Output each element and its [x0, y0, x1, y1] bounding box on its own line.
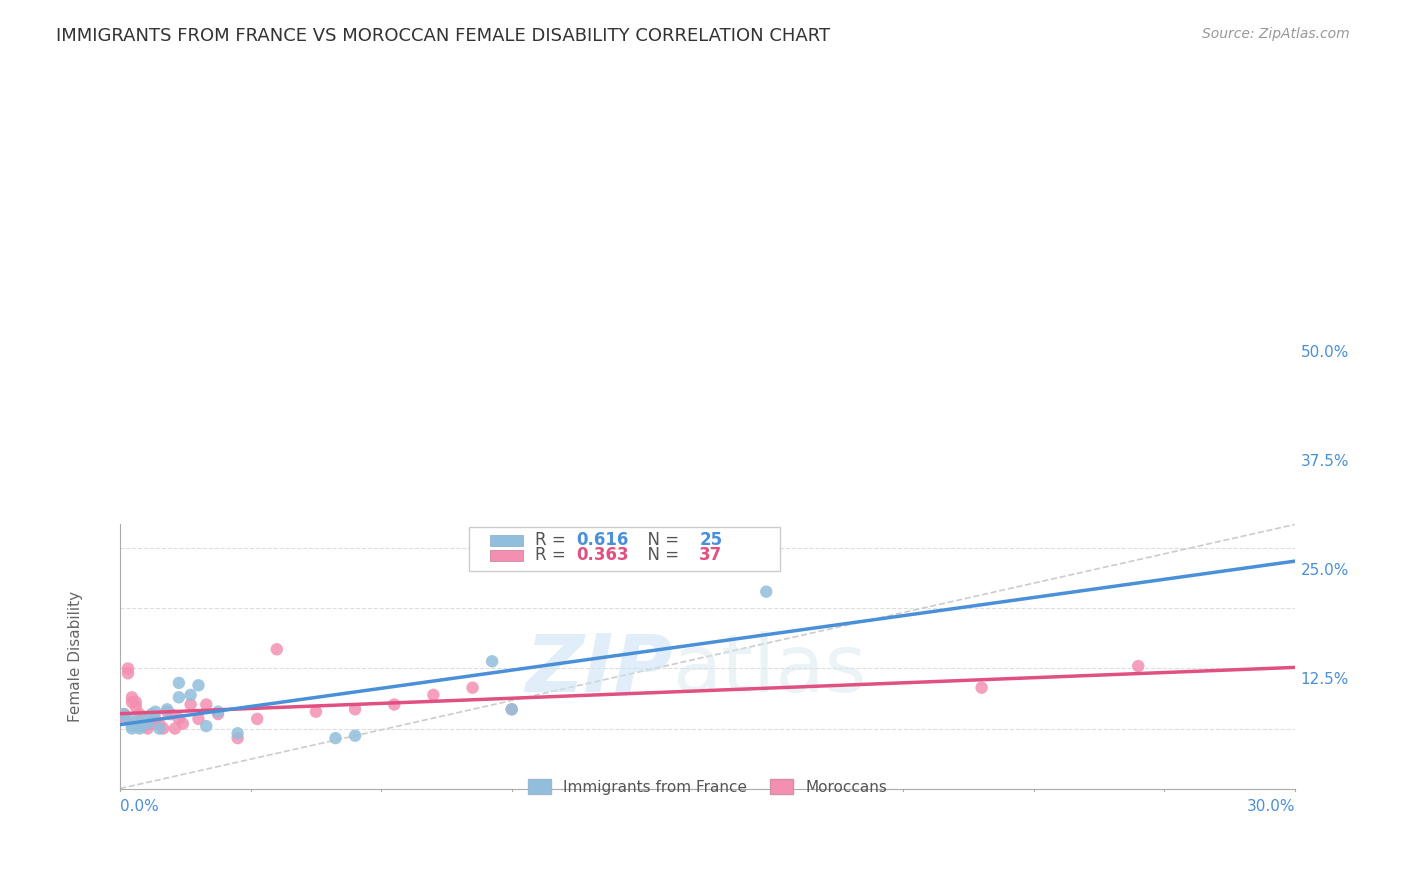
Point [501, 702, 523, 716]
Point [156, 705, 179, 719]
Point [141, 707, 163, 722]
Text: 0.616: 0.616 [576, 532, 628, 549]
Point [180, 688, 202, 702]
Text: Source: ZipAtlas.com: Source: ZipAtlas.com [1202, 27, 1350, 41]
Point [112, 707, 135, 722]
Point [172, 716, 194, 731]
Legend: Immigrants from France, Moroccans: Immigrants from France, Moroccans [522, 772, 893, 801]
Text: 0.0%: 0.0% [120, 799, 159, 814]
Point [970, 681, 993, 695]
Text: Female Disability: Female Disability [67, 591, 83, 722]
Text: 12.5%: 12.5% [1301, 672, 1350, 687]
Point [125, 699, 148, 714]
Point [136, 722, 159, 736]
Point [132, 719, 155, 733]
Point [167, 690, 190, 705]
Point [325, 731, 347, 745]
Bar [491, 535, 523, 547]
Text: N =: N = [637, 532, 685, 549]
Point [125, 714, 148, 729]
Point [207, 707, 229, 722]
Point [226, 726, 249, 740]
Text: N =: N = [637, 546, 685, 564]
Point [344, 729, 367, 743]
Text: 30.0%: 30.0% [1246, 799, 1295, 814]
Point [145, 705, 167, 719]
Point [128, 716, 150, 731]
Point [305, 705, 328, 719]
Point [152, 722, 174, 736]
Point [121, 722, 143, 736]
Point [121, 695, 143, 709]
Point [136, 716, 159, 731]
Point [167, 712, 190, 726]
Text: ZIP: ZIP [524, 631, 672, 708]
Point [112, 707, 135, 722]
Point [148, 722, 170, 736]
Text: 50.0%: 50.0% [1301, 344, 1350, 359]
Text: atlas: atlas [672, 631, 866, 708]
Point [266, 642, 288, 657]
Point [112, 712, 135, 726]
Point [125, 695, 148, 709]
Point [195, 698, 218, 712]
Text: R =: R = [534, 532, 571, 549]
Point [121, 690, 143, 705]
Point [132, 712, 155, 726]
Point [128, 722, 150, 736]
Point [160, 707, 183, 722]
Point [141, 716, 163, 731]
Point [481, 654, 503, 668]
Text: 25.0%: 25.0% [1301, 563, 1350, 578]
Point [163, 722, 186, 736]
Point [117, 666, 139, 681]
Text: 0.363: 0.363 [576, 546, 628, 564]
Point [226, 731, 249, 745]
Point [167, 676, 190, 690]
Point [501, 702, 523, 716]
Point [121, 719, 143, 733]
Point [128, 707, 150, 722]
Text: 37.5%: 37.5% [1301, 454, 1350, 468]
Point [422, 688, 444, 702]
Point [156, 702, 179, 716]
Point [145, 712, 167, 726]
Point [755, 584, 778, 599]
Text: IMMIGRANTS FROM FRANCE VS MOROCCAN FEMALE DISABILITY CORRELATION CHART: IMMIGRANTS FROM FRANCE VS MOROCCAN FEMAL… [56, 27, 831, 45]
Point [344, 702, 367, 716]
Point [382, 698, 405, 712]
Point [246, 712, 269, 726]
Point [117, 661, 139, 675]
Point [117, 712, 139, 726]
Point [195, 719, 218, 733]
Point [141, 714, 163, 729]
Text: 25: 25 [699, 532, 723, 549]
Point [148, 716, 170, 731]
Bar [491, 549, 523, 561]
Point [1128, 659, 1150, 673]
Text: 37: 37 [699, 546, 723, 564]
Point [187, 678, 209, 692]
Point [207, 705, 229, 719]
FancyBboxPatch shape [470, 527, 780, 571]
Point [187, 712, 209, 726]
Text: R =: R = [534, 546, 571, 564]
Point [128, 719, 150, 733]
Point [180, 698, 202, 712]
Point [461, 681, 484, 695]
